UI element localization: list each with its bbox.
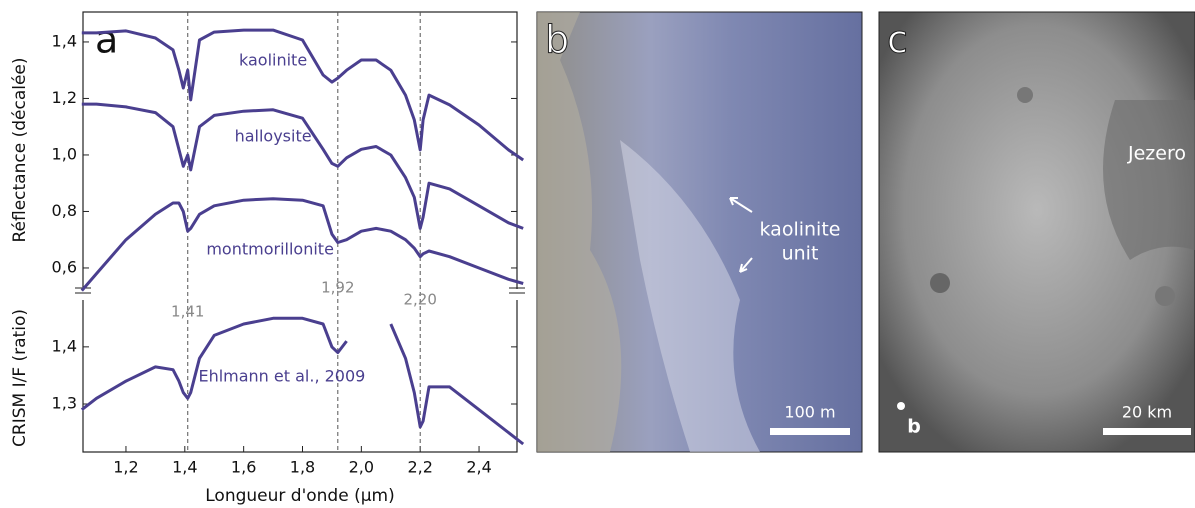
axis-break bbox=[76, 289, 524, 300]
scale-label: 20 km bbox=[1122, 403, 1172, 422]
crater bbox=[930, 273, 950, 293]
panel-c: c Jezero b 20 km bbox=[878, 11, 1195, 453]
spectrum-line bbox=[80, 197, 524, 292]
spectrum-line bbox=[80, 316, 525, 446]
series-label: montmorillonite bbox=[206, 240, 334, 259]
arrow bbox=[729, 197, 753, 273]
x-tick-label: 2,2 bbox=[407, 458, 432, 477]
x-tick-label: 2,0 bbox=[349, 458, 374, 477]
y2-axis-label: CRISM I/F (ratio) bbox=[10, 309, 30, 447]
scale-bar bbox=[1103, 428, 1191, 435]
spectrum-line bbox=[81, 28, 525, 162]
x-axis-label: Longueur d'onde (µm) bbox=[205, 486, 394, 506]
panel-a: a Longueur d'onde (µm) Réflectance (déca… bbox=[10, 11, 525, 506]
marker-label: b bbox=[907, 416, 921, 438]
location-marker bbox=[897, 402, 905, 410]
place-label: Jezero bbox=[1127, 143, 1186, 165]
y-tick-label: 1,4 bbox=[52, 31, 77, 50]
x-tick-label: 1,8 bbox=[290, 458, 315, 477]
y-tick-label: 1,0 bbox=[52, 144, 77, 163]
series-label: Ehlmann et al., 2009 bbox=[198, 367, 365, 386]
scale-bar bbox=[770, 428, 850, 435]
panel-letter: c bbox=[887, 18, 908, 62]
plot-frame bbox=[82, 11, 518, 453]
scale-label: 100 m bbox=[784, 403, 835, 422]
y-axis-label: Réflectance (décalée) bbox=[10, 57, 30, 242]
annotation: unit bbox=[782, 243, 819, 265]
series-label: halloysite bbox=[235, 127, 312, 146]
reference-label: 1,92 bbox=[321, 279, 354, 297]
y-tick-label: 1,2 bbox=[52, 88, 77, 107]
x-tick-label: 1,4 bbox=[172, 458, 197, 477]
x-tick-label: 1,6 bbox=[231, 458, 256, 477]
x-tick-label: 1,2 bbox=[113, 458, 138, 477]
reference-label: 2,20 bbox=[403, 291, 436, 309]
crater-rim bbox=[1103, 100, 1195, 260]
series-label: kaolinite bbox=[239, 51, 307, 70]
spectrum-line bbox=[81, 102, 524, 230]
crater bbox=[1017, 87, 1033, 103]
panel-b: b kaolinite unit 100 m bbox=[536, 11, 863, 453]
y2-tick-label: 1,4 bbox=[52, 336, 77, 355]
annotation: kaolinite bbox=[760, 219, 841, 241]
reference-label: 1,41 bbox=[171, 303, 204, 321]
crater bbox=[1155, 286, 1175, 306]
y-tick-label: 0,6 bbox=[52, 257, 77, 276]
y-tick-label: 0,8 bbox=[52, 201, 77, 220]
panel-letter: b bbox=[545, 18, 569, 62]
terrain bbox=[620, 140, 760, 452]
panel-letter: a bbox=[95, 18, 118, 62]
y2-tick-label: 1,3 bbox=[52, 394, 77, 413]
x-tick-label: 2,4 bbox=[466, 458, 491, 477]
terrain bbox=[537, 12, 622, 452]
